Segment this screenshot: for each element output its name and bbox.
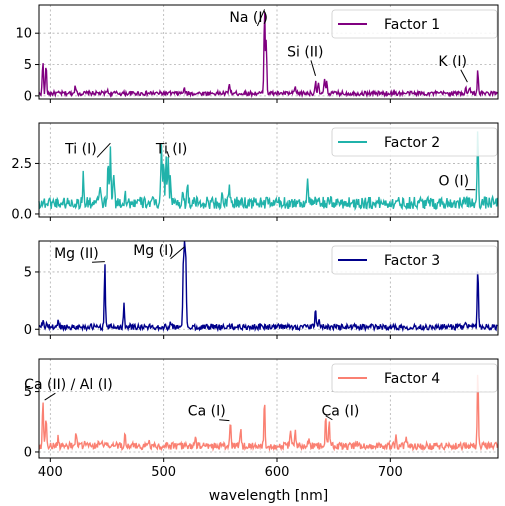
x-axis: 400 500 600 700 (38, 465, 403, 480)
legend-label: Factor 2 (384, 135, 440, 151)
series-line-factor-1 (38, 11, 498, 99)
y-tick-label: 0 (24, 89, 32, 104)
x-tick-label: 600 (265, 465, 290, 480)
annotation-label: K (I) (438, 54, 467, 70)
panel-3: 0 5 Mg (II) Mg (I) Factor 3 (24, 240, 499, 339)
y-tick-label: 5 (24, 58, 32, 73)
series-line-factor-2 (38, 131, 498, 212)
annotation-leader (310, 60, 317, 76)
annotation-label: Mg (I) (133, 243, 173, 259)
annotation-label: Na (I) (229, 10, 268, 26)
panel-1: 0 5 10 Na (I) Si (II) K (I) Factor 1 (15, 4, 499, 104)
x-axis-label: wavelength [nm] (209, 488, 328, 504)
annotation-label: Ca (I) (322, 404, 360, 420)
annotation-leader (92, 261, 105, 263)
panel-frame (38, 240, 499, 336)
annotation-label: Ca (II) / Al (I) (24, 377, 113, 393)
panel-2: 0.0 2.5 Ti (I) Ti (I) O (I) Factor 2 (11, 122, 499, 222)
x-tick-label: 400 (38, 465, 63, 480)
legend-label: Factor 4 (384, 371, 440, 387)
x-tick-label: 700 (378, 465, 403, 480)
panel-frame (38, 4, 499, 100)
annotation-leader (170, 246, 185, 260)
legend-box (331, 245, 498, 275)
annotation-label: O (I) (439, 174, 470, 190)
y-tick-label: 0 (24, 323, 32, 338)
y-tick-label: 2.5 (11, 157, 32, 172)
y-tick-label: 0.0 (11, 207, 32, 222)
panel-4: 0 5Ca (II) / Al (I) Ca (I) Ca (I) Factor 4 (24, 358, 499, 462)
legend-label: Factor 1 (384, 17, 440, 33)
panel-frame (38, 122, 499, 218)
legend-box (331, 9, 498, 39)
legend-box (331, 363, 498, 393)
annotation-leader (44, 392, 56, 401)
annotation-leader (166, 151, 170, 158)
panel-frame (38, 358, 499, 459)
annotation-label: Ti (I) (155, 141, 188, 157)
annotation-leader (256, 9, 265, 27)
annotation-label: Ti (I) (64, 141, 97, 157)
y-tick-label: 5 (24, 265, 32, 280)
series-line-factor-3 (38, 240, 498, 333)
legend-box (331, 127, 498, 157)
annotation-leader (325, 415, 333, 421)
y-tick-label: 10 (15, 27, 32, 42)
annotation-label: Ca (I) (188, 404, 226, 420)
panels-group: 0 5 10 Na (I) Si (II) K (I) Factor 1 0.0 2.5 Ti (… (11, 4, 499, 462)
annotation-label: Si (II) (287, 44, 323, 60)
annotation-leader (219, 419, 230, 422)
legend-label: Factor 3 (384, 253, 440, 269)
annotation-leader (96, 142, 111, 158)
y-tick-label: 5 (24, 385, 32, 400)
y-tick-label: 0 (24, 445, 32, 460)
series-line-factor-4 (38, 374, 498, 452)
annotation-label: Mg (II) (54, 246, 99, 262)
x-tick-label: 500 (151, 465, 176, 480)
annotation-leader (460, 69, 468, 83)
